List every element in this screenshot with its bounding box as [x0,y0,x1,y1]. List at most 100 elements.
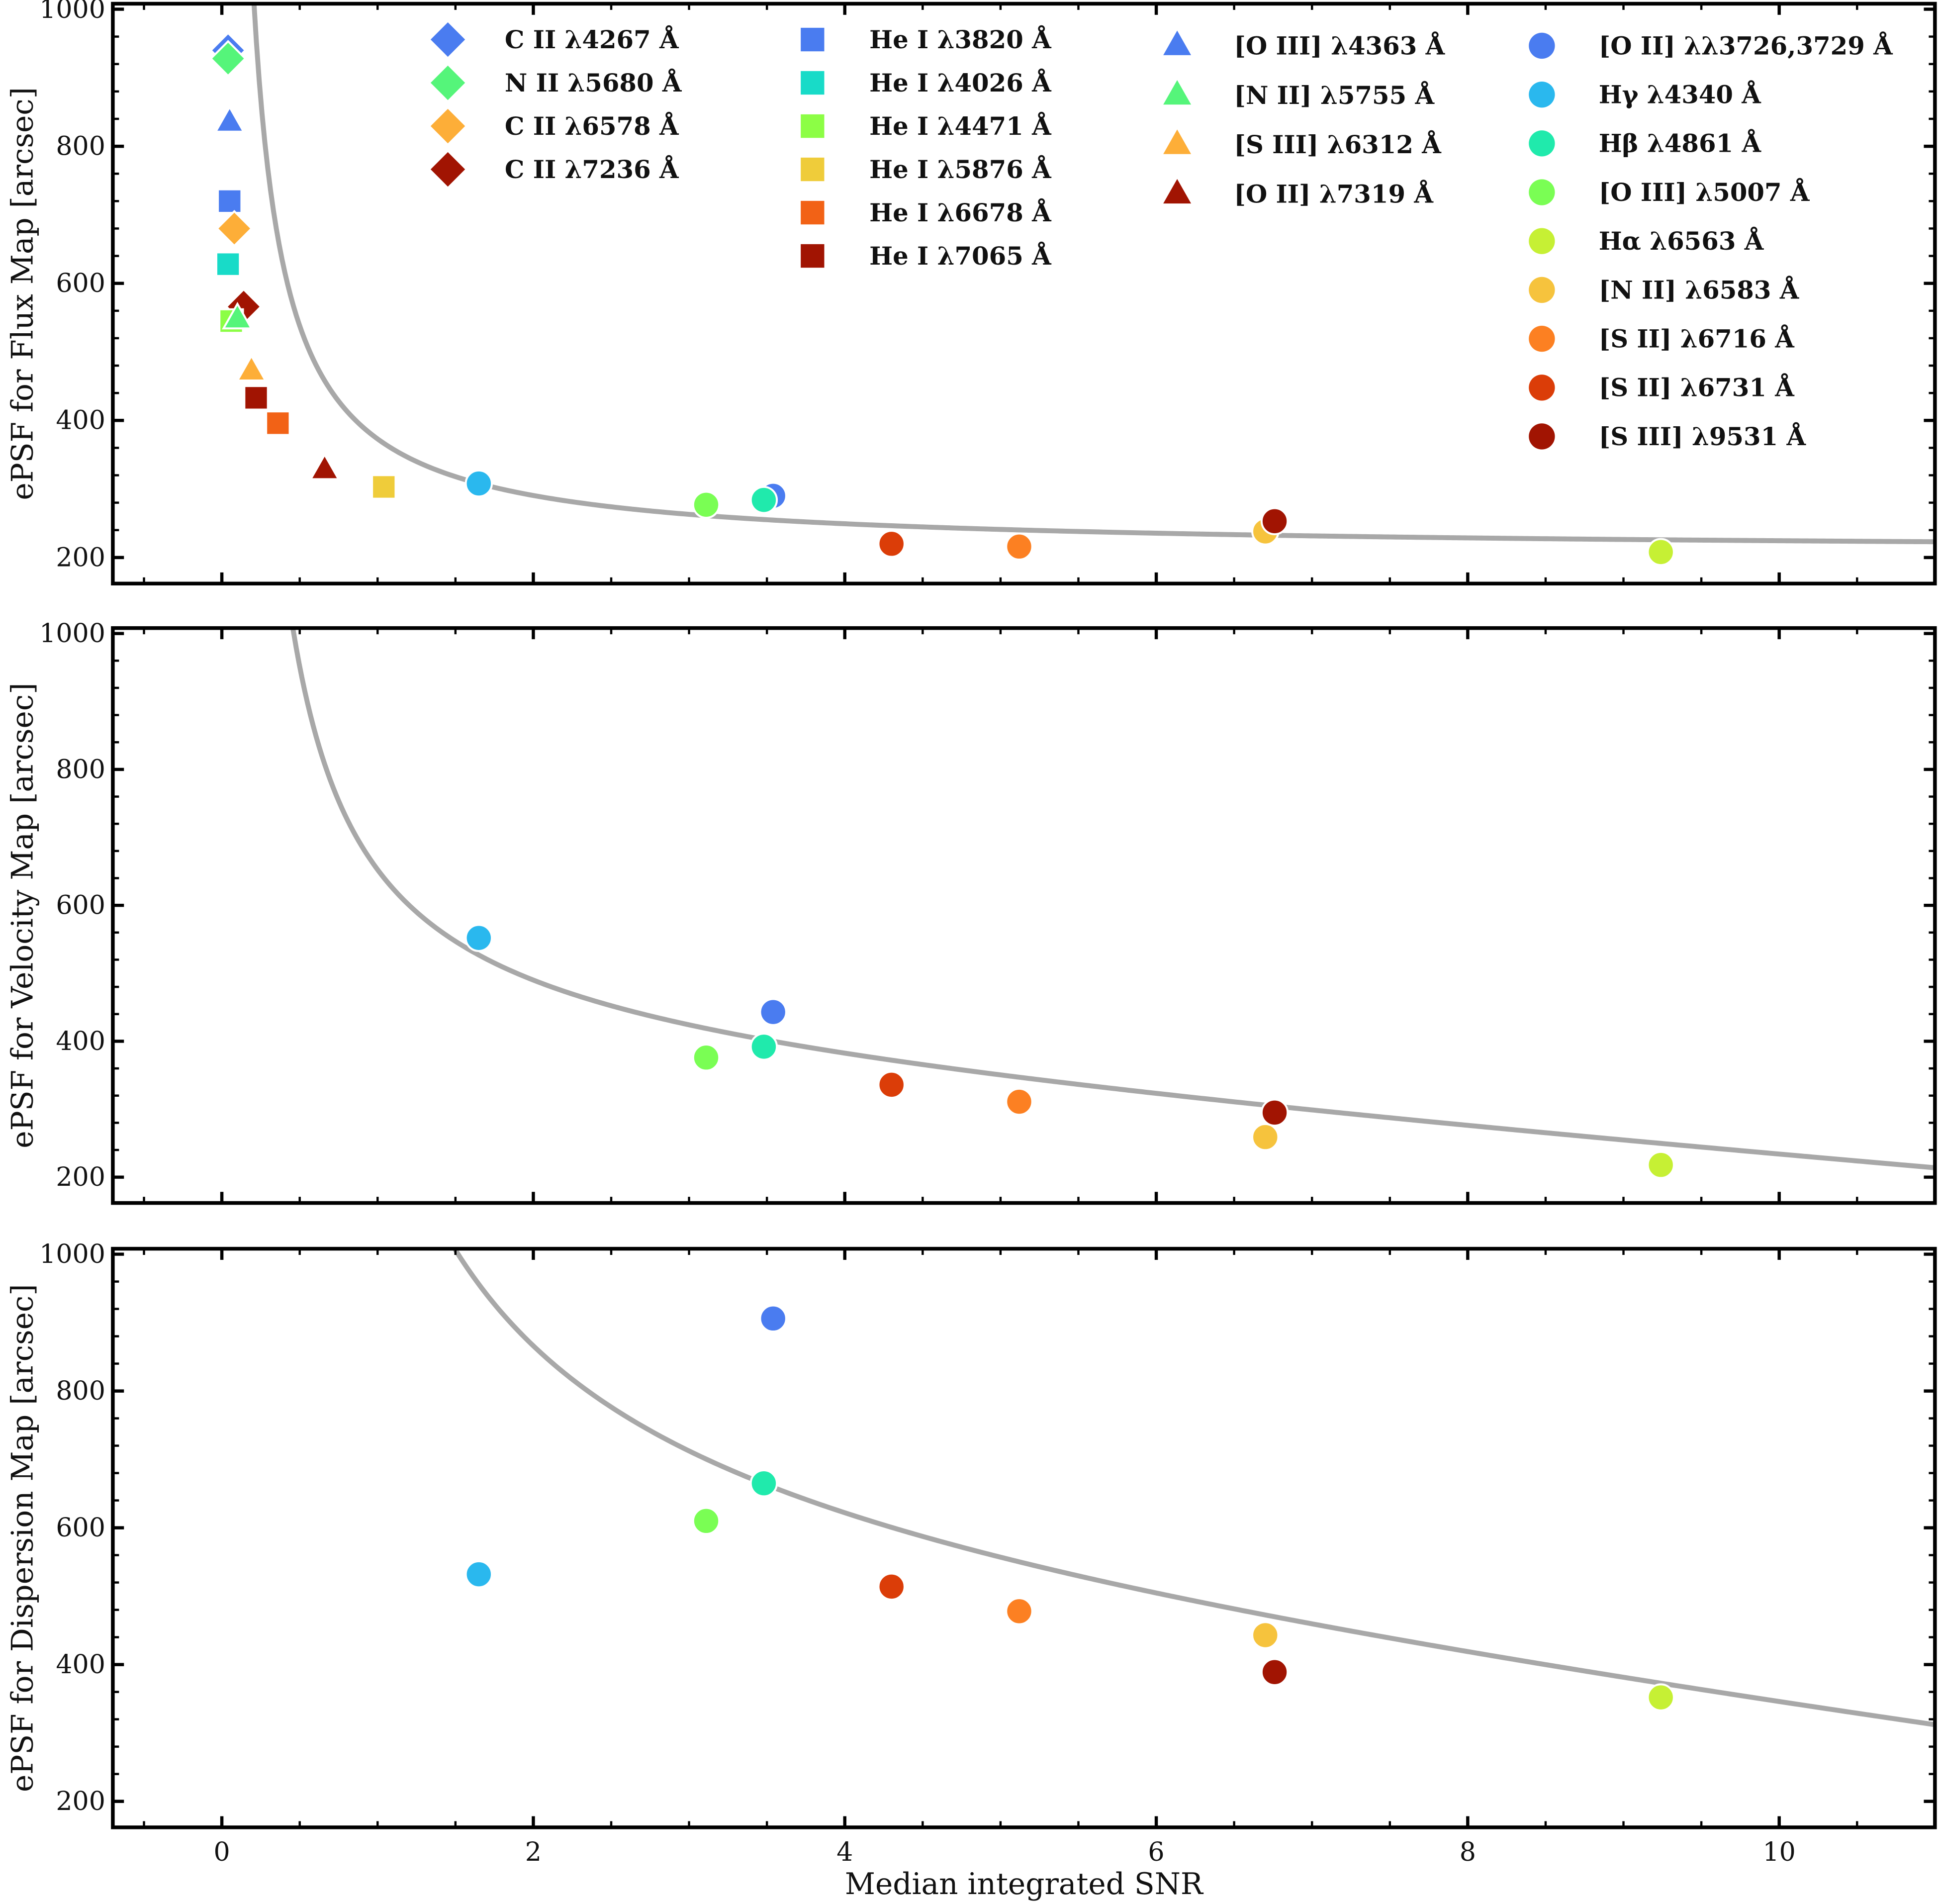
data-point-velocity-SIII_9531 [1260,1098,1289,1127]
data-point-flux-HeI_7065 [243,385,269,411]
y-tick-label-dispersion: 400 [56,1650,105,1680]
axes-frame-flux [111,1,1937,585]
y-tick-label-dispersion: 800 [56,1376,105,1406]
data-point-flux-Halpha_6563 [1647,538,1675,567]
y-axis-label-velocity: ePSF for Velocity Map [arcsec] [5,683,40,1148]
legend-item-OIII_4363: [O III] λ4363 Å [1163,30,1446,60]
data-point-dispersion-SII_6731 [877,1572,906,1601]
legend-item-HeI_7065: He I λ7065 Å [801,241,1052,271]
y-tick-label-flux: 1000 [39,0,105,24]
x-tick-label: 4 [836,1837,853,1867]
legend-item-CII_6578: C II λ6578 Å [430,108,679,144]
data-point-flux-SII_6716 [1005,532,1033,561]
legend-item-HeI_6678: He I λ6678 Å [801,198,1052,227]
legend-label: [O III] λ5007 Å [1599,178,1810,207]
legend-marker-circle [1529,228,1555,254]
legend-marker-square [801,71,825,95]
legend-item-HeI_4026: He I λ4026 Å [801,68,1052,97]
data-point-flux-SIII_9531 [1260,507,1289,536]
data-point-dispersion-NII_6583 [1251,1621,1280,1649]
legend-label: C II λ4267 Å [505,25,679,54]
y-tick-label-velocity: 1000 [39,619,105,649]
legend-label: He I λ5876 Å [869,155,1052,184]
data-point-flux-HeI_3820 [217,188,243,214]
data-point-flux-CII_6578 [215,209,253,247]
legend-label: [O III] λ4363 Å [1234,31,1445,60]
legend: C II λ4267 Å N II λ5680 Å C II λ6578 Å C II… [430,22,1893,451]
x-axis-label: Median integrated SNR [845,1867,1204,1902]
legend-label: He I λ7065 Å [869,241,1052,271]
data-point-flux-NII_5755 [222,301,253,330]
y-tick-label-flux: 800 [56,131,105,161]
data-point-flux-Hbeta_4861 [749,485,778,514]
data-point-velocity-SII_6731 [877,1070,906,1099]
data-point-velocity-SII_6716 [1005,1087,1033,1116]
points-dispersion [464,1304,1675,1712]
legend-marker-circle [1529,130,1555,157]
legend-marker-square [801,114,825,138]
legend-label: C II λ7236 Å [505,155,679,184]
y-axis-label-flux: ePSF for Flux Map [arcsec] [5,87,40,500]
legend-item-OII_7319: [O II] λ7319 Å [1163,179,1434,209]
x-tick-label: 2 [525,1837,542,1867]
legend-item-NII_5680: N II λ5680 Å [430,65,682,100]
legend-label: [S II] λ6716 Å [1599,324,1795,353]
legend-marker-circle [1529,277,1555,303]
legend-label: [O II] λλ3726,3729 Å [1599,31,1893,60]
legend-label: He I λ4471 Å [869,111,1052,141]
legend-marker-square [801,27,825,52]
data-point-flux-HeI_4026 [215,251,241,277]
y-axis-label-dispersion: ePSF for Dispersion Map [arcsec] [5,1284,40,1792]
panel-velocity: 200 400 600 800 1000 ePSF for Velocity Map [a… [5,619,1937,1205]
legend-label: He I λ6678 Å [869,198,1052,227]
legend-item-Halpha_6563: Hα λ6563 Å [1529,226,1764,256]
y-tick-label-velocity: 200 [56,1162,105,1192]
y-tick-label-velocity: 600 [56,891,105,921]
legend-marker-diamond [430,108,465,144]
data-point-velocity-Hbeta_4861 [749,1033,778,1061]
data-point-velocity-NII_6583 [1251,1123,1280,1151]
legend-label: Hα λ6563 Å [1599,226,1764,256]
data-point-velocity-OIII_5007 [692,1044,721,1072]
legend-marker-diamond [430,65,465,100]
legend-marker-circle [1529,423,1555,450]
legend-label: [N II] λ6583 Å [1599,275,1800,304]
data-point-flux-HeI_6678 [265,410,291,436]
legend-item-SII_6716: [S II] λ6716 Å [1529,324,1795,353]
panel-dispersion: 200 400 600 800 1000 ePSF for Dispersion Map … [5,1239,1937,1867]
data-point-velocity-Hgamma_4340 [464,924,493,952]
legend-marker-circle [1529,81,1555,108]
legend-item-HeI_5876: He I λ5876 Å [801,155,1052,184]
legend-label: [S III] λ9531 Å [1599,422,1807,451]
y-tick-label-dispersion: 200 [56,1787,105,1816]
legend-item-HeI_3820: He I λ3820 Å [801,25,1052,54]
fit-curve-dispersion [452,1248,1935,1727]
fit-curve-flux [251,3,1935,545]
legend-marker-square [801,157,825,182]
x-tick-label: 10 [1762,1837,1795,1867]
y-tick-label-dispersion: 1000 [39,1239,105,1269]
legend-label: N II λ5680 Å [505,68,682,97]
legend-item-Hgamma_4340: Hγ λ4340 Å [1529,80,1761,109]
y-tick-label-flux: 400 [56,406,105,436]
legend-label: [O II] λ7319 Å [1234,180,1434,209]
data-point-flux-Hgamma_4340 [464,469,493,498]
y-tick-label-velocity: 800 [56,755,105,784]
legend-label: [S II] λ6731 Å [1599,373,1795,402]
legend-item-OII_3726_3729: [O II] λλ3726,3729 Å [1529,31,1893,60]
legend-marker-circle [1529,32,1555,59]
x-tick-label: 8 [1460,1837,1476,1867]
legend-item-NII_6583: [N II] λ6583 Å [1529,275,1800,304]
legend-label: He I λ3820 Å [869,25,1052,54]
data-point-flux-HeI_5876 [371,474,397,500]
legend-label: C II λ6578 Å [505,111,679,141]
y-tick-label-flux: 600 [56,269,105,298]
legend-item-SIII_9531: [S III] λ9531 Å [1529,422,1807,451]
legend-label: [S III] λ6312 Å [1234,130,1442,159]
x-tick-label: 6 [1148,1837,1164,1867]
data-point-dispersion-SII_6716 [1005,1597,1033,1625]
points-flux [209,31,1675,567]
data-point-dispersion-OIII_5007 [692,1507,721,1535]
data-point-flux-NII_5680 [209,40,247,78]
data-point-velocity-OII_3726_3729 [759,998,787,1026]
